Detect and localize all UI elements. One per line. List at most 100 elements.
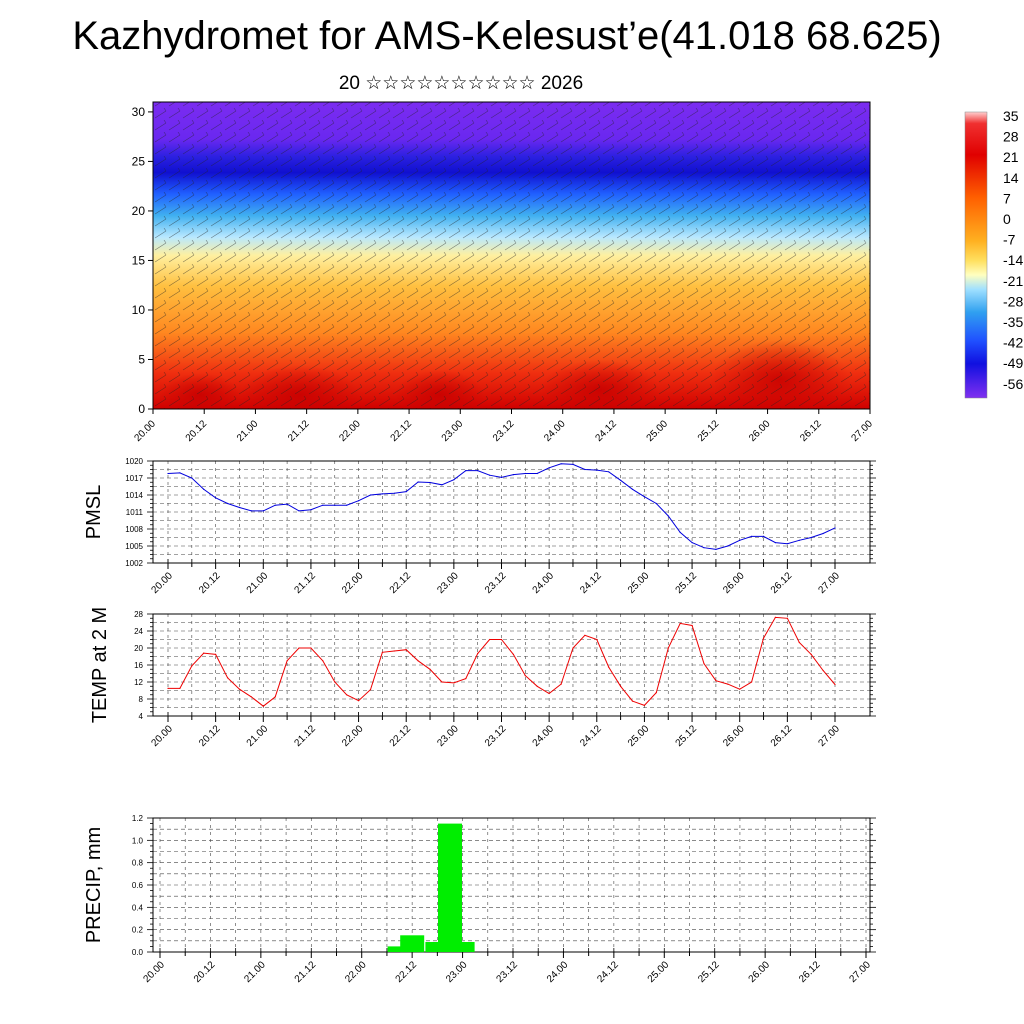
data-point — [346, 504, 348, 506]
x-tick-label: 21.12 — [292, 723, 318, 749]
x-tick-label: 20.12 — [184, 418, 210, 444]
y-tick-label: 5 — [138, 352, 145, 366]
y-tick-label: 30 — [132, 105, 146, 119]
x-tick-label: 26.12 — [769, 570, 795, 596]
grid — [153, 614, 870, 717]
x-tick-label: 20.00 — [141, 959, 167, 985]
data-point — [536, 472, 538, 475]
data-point — [191, 477, 193, 479]
x-tick-label: 20.00 — [132, 418, 158, 444]
colorbar-label: -14 — [1003, 252, 1023, 268]
y-tick-label: 1002 — [125, 559, 143, 568]
data-point — [548, 467, 550, 469]
x-tick-label: 24.12 — [593, 418, 619, 444]
x-tick-label: 23.00 — [440, 418, 466, 444]
precip-bar — [438, 823, 462, 952]
data-point — [417, 481, 419, 483]
colorbar-label: -21 — [1003, 273, 1023, 289]
colorbar-label: 28 — [1003, 129, 1019, 145]
data-point — [560, 683, 562, 685]
data-point — [203, 652, 205, 654]
precip-bar — [400, 935, 425, 953]
data-point — [215, 497, 217, 499]
x-tick-label: 24.12 — [595, 959, 621, 985]
colorbar-label: -35 — [1003, 314, 1023, 330]
data-point — [322, 660, 324, 662]
y-tick-label: 1014 — [125, 491, 143, 500]
colorbar-label: -56 — [1003, 376, 1023, 392]
data-point — [596, 638, 598, 641]
x-tick-label: 26.00 — [747, 959, 773, 985]
x-tick-label: 20.12 — [197, 723, 223, 749]
data-point — [643, 496, 646, 498]
x-tick-label: 21.00 — [242, 959, 268, 985]
data-point — [596, 469, 598, 471]
data-point — [441, 681, 443, 683]
data-point — [465, 470, 467, 472]
y-tick-label: 1.2 — [132, 814, 144, 823]
data-point — [751, 681, 753, 683]
data-point — [727, 545, 729, 547]
x-tick-label: 25.00 — [626, 570, 652, 596]
data-point — [786, 543, 789, 545]
data-point — [477, 470, 479, 472]
x-tick-label: 21.12 — [286, 418, 312, 444]
y-tick-label: 1020 — [125, 457, 143, 466]
x-tick-label: 21.00 — [245, 723, 271, 749]
x-tick-label: 22.00 — [340, 723, 366, 749]
y-tick-label: 25 — [132, 154, 146, 168]
data-point — [631, 488, 634, 490]
chart-subtitle: 20 ☆☆☆☆☆☆☆☆☆☆ 2026 — [338, 73, 584, 94]
data-point — [453, 479, 455, 481]
x-tick-label: 25.00 — [645, 418, 671, 444]
data-point — [679, 622, 681, 625]
data-point — [584, 634, 586, 636]
data-point — [358, 700, 360, 702]
data-point — [310, 647, 312, 649]
x-tick-label: 21.12 — [293, 959, 319, 985]
x-tick-label: 24.12 — [578, 723, 604, 749]
colorbar-label: -49 — [1003, 355, 1023, 371]
precip-bar — [387, 946, 412, 952]
x-tick-label: 21.00 — [245, 570, 271, 596]
x-tick-label: 21.00 — [235, 418, 261, 444]
data-point — [417, 660, 419, 662]
x-tick-label: 22.00 — [340, 570, 366, 596]
y-tick-label: 4 — [139, 712, 144, 721]
data-point — [238, 688, 241, 690]
data-point — [524, 472, 526, 475]
data-point — [334, 504, 336, 506]
data-point — [465, 678, 467, 680]
data-point — [167, 472, 169, 475]
data-point — [643, 704, 646, 707]
data-point — [798, 539, 800, 541]
x-tick-label: 21.12 — [292, 570, 318, 596]
data-point — [238, 506, 241, 509]
data-point — [512, 653, 515, 656]
y-tick-label: 1011 — [126, 508, 144, 517]
y-tick-label: 0.2 — [132, 926, 144, 935]
colorbar-label: 14 — [1003, 170, 1019, 186]
x-tick-label: 25.00 — [646, 959, 672, 985]
data-point — [500, 476, 503, 478]
data-point — [334, 681, 336, 683]
data-point — [834, 527, 836, 529]
colorbar-label: 21 — [1003, 149, 1019, 165]
data-point — [381, 651, 383, 653]
colorbar-label: -28 — [1003, 293, 1023, 309]
data-point — [655, 692, 657, 694]
y-axis-label: TEMP at 2 M — [89, 607, 111, 723]
data-point — [691, 542, 693, 544]
x-tick-label: 20.00 — [149, 723, 175, 749]
x-tick-label: 25.12 — [696, 418, 722, 444]
y-tick-label: 15 — [132, 253, 146, 267]
wind-barbs — [153, 102, 870, 409]
data-point — [381, 493, 383, 495]
data-point — [608, 666, 610, 668]
data-point — [262, 510, 264, 512]
x-tick-label: 26.00 — [721, 723, 747, 749]
panel-precip-mm: 0.0 0.2 0.4 0.6 0.8 1.0 1.2 20.00 20.12 21.00 21.1… — [83, 814, 876, 985]
y-tick-label: 28 — [134, 610, 143, 619]
y-tick-label: 12 — [134, 678, 143, 687]
